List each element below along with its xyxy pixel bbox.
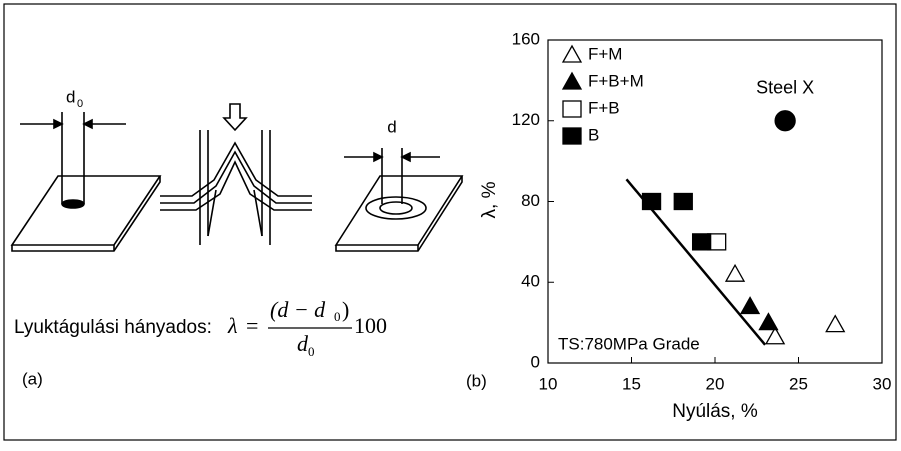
- x-tick-label: 30: [873, 374, 892, 393]
- caption: Lyuktágulási hányados:: [14, 317, 212, 338]
- legend-label: B: [588, 125, 599, 144]
- x-tick-label: 20: [706, 374, 725, 393]
- legend-label: F+M: [588, 44, 622, 63]
- point: [643, 194, 661, 210]
- legend-label: F+B: [588, 98, 620, 117]
- point: [674, 194, 692, 210]
- d0-label: d: [66, 87, 75, 106]
- formula-numerator-sub: 0: [334, 309, 341, 324]
- figure: d 0 d Lyuktágulási hányados: λ = (d − d …: [0, 0, 901, 446]
- formula-numerator-end: ): [342, 297, 349, 322]
- y-tick-label: 80: [521, 191, 540, 210]
- point: [775, 111, 795, 131]
- x-tick-label: 10: [539, 374, 558, 393]
- formula-factor: 100: [354, 313, 387, 338]
- point-label: Steel X: [756, 78, 814, 98]
- panel-label: (b): [466, 371, 487, 390]
- legend-marker: [563, 128, 581, 144]
- frame: [4, 4, 896, 440]
- d-label: d: [387, 117, 396, 136]
- formula-equals: =: [246, 313, 258, 338]
- legend-marker: [563, 101, 581, 117]
- annotation: TS:780MPa Grade: [558, 334, 700, 353]
- formula-denominator-sub: 0: [308, 344, 315, 359]
- formula-numerator: (d − d: [270, 297, 326, 322]
- x-axis-label: Nyúlás, %: [672, 401, 758, 422]
- x-tick-label: 15: [622, 374, 641, 393]
- y-tick-label: 160: [512, 29, 540, 48]
- y-tick-label: 0: [531, 352, 540, 371]
- x-tick-label: 25: [789, 374, 808, 393]
- y-axis-label: λ, %: [479, 181, 500, 218]
- y-tick-label: 120: [512, 110, 540, 129]
- legend-label: F+B+M: [588, 71, 644, 90]
- d0-sub: 0: [77, 98, 83, 110]
- point: [693, 234, 711, 250]
- panel-label: (a): [22, 369, 43, 388]
- y-tick-label: 40: [521, 272, 540, 291]
- formula-lhs: λ: [227, 313, 238, 338]
